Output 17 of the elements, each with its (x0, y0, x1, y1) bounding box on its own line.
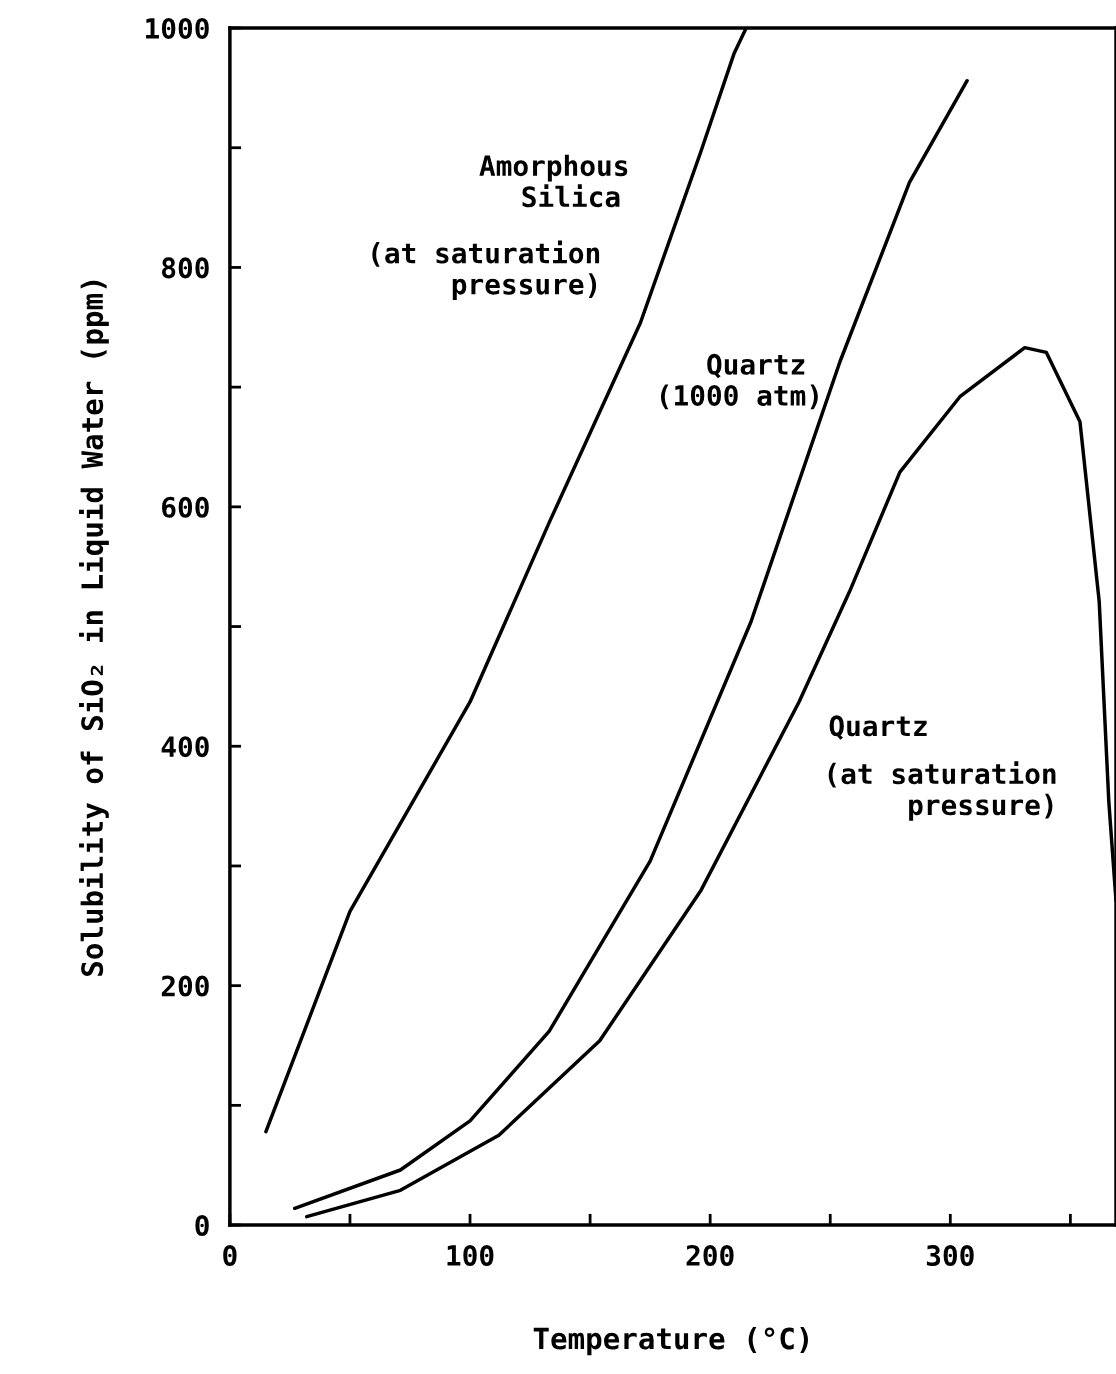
x-tick-label: 100 (447, 1244, 494, 1266)
y-tick-label: 200 (161, 975, 209, 997)
annotation: (at saturation pressure) (372, 240, 600, 301)
x-tick-label: 200 (686, 1244, 734, 1266)
annotation: Quartz (829, 715, 927, 740)
y-tick-label: 800 (162, 257, 209, 279)
x-tick-label: 0 (223, 1244, 237, 1266)
y-axis-title: Solubility of SiO₂ in Liquid Water (ppm) (79, 280, 109, 976)
x-tick-label: 300 (926, 1244, 974, 1266)
annotation: Amorphous Silica (479, 154, 628, 208)
y-tick-label: 400 (161, 736, 209, 758)
y-tick-label: 0 (195, 1215, 209, 1237)
y-tick-label: 1000 (146, 17, 209, 39)
annotation: (at saturation pressure) (828, 761, 1056, 821)
y-tick-label: 600 (162, 496, 209, 518)
annotation: Quartz (1000 atm) (660, 353, 818, 410)
x-axis-title: Temperature (°C) (533, 1326, 808, 1356)
